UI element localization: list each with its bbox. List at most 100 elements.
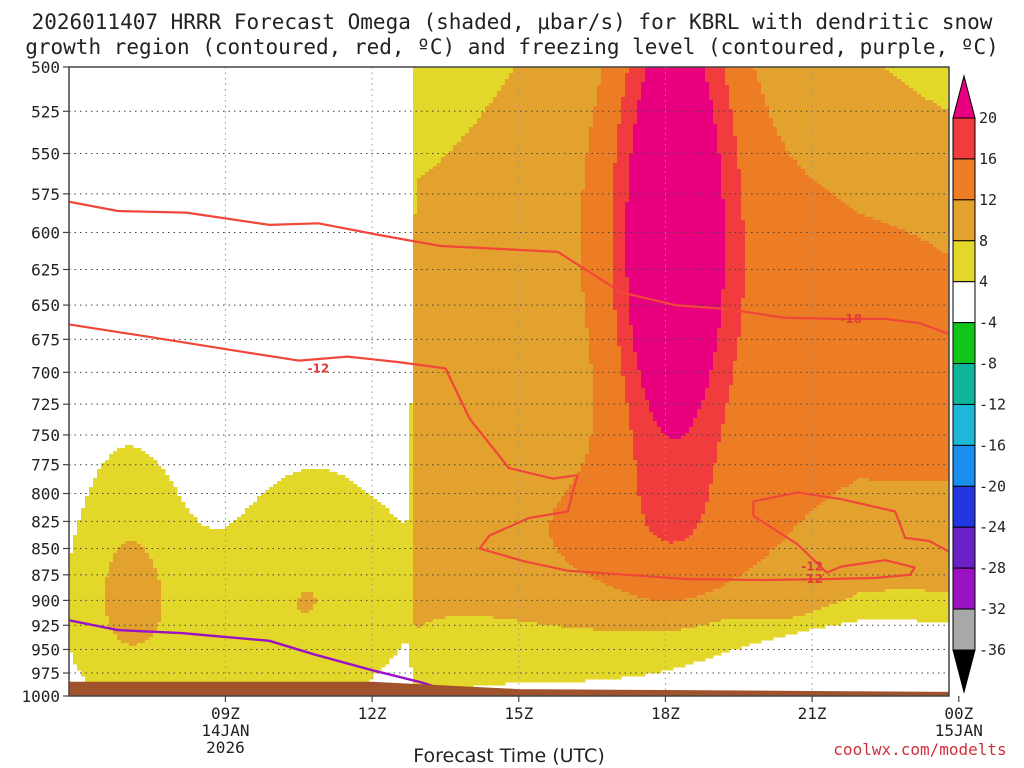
- omega-cell: [113, 565, 118, 569]
- omega-cell: [321, 556, 326, 560]
- omega-cell: [349, 499, 354, 503]
- omega-cell: [281, 631, 286, 635]
- omega-cell: [69, 646, 74, 650]
- omega-cell: [313, 649, 318, 653]
- omega-cell: [305, 631, 310, 635]
- omega-cell: [89, 556, 94, 560]
- omega-cell: [165, 487, 170, 491]
- omega-cell: [313, 505, 318, 509]
- omega-cell: [197, 661, 202, 665]
- omega-cell: [349, 514, 354, 518]
- omega-cell: [249, 601, 254, 605]
- omega-cell: [125, 520, 130, 524]
- omega-cell: [297, 640, 302, 644]
- omega-cell: [77, 622, 82, 626]
- omega-cell: [177, 550, 182, 554]
- omega-cell: [297, 559, 302, 563]
- omega-cell: [221, 679, 226, 683]
- omega-cell: [281, 493, 286, 497]
- omega-cell: [241, 571, 246, 575]
- omega-cell: [233, 622, 238, 626]
- omega-cell: [309, 646, 314, 650]
- omega-cell: [281, 595, 286, 599]
- omega-cell: [305, 472, 310, 476]
- omega-cell: [241, 544, 246, 548]
- omega-cell: [77, 616, 82, 620]
- omega-cell: [165, 655, 170, 659]
- omega-cell: [185, 646, 190, 650]
- omega-cell: [237, 676, 242, 680]
- omega-cell: [353, 595, 358, 599]
- omega-cell: [177, 589, 182, 593]
- omega-cell: [117, 496, 122, 500]
- omega-cell: [125, 457, 130, 461]
- omega-cell: [325, 658, 330, 662]
- omega-cell: [161, 535, 166, 539]
- omega-cell: [117, 559, 122, 563]
- omega-cell: [253, 616, 258, 620]
- omega-cell: [197, 643, 202, 647]
- omega-cell: [149, 619, 154, 623]
- omega-cell: [185, 610, 190, 614]
- omega-cell: [301, 514, 306, 518]
- omega-cell: [285, 550, 290, 554]
- omega-cell: [313, 673, 318, 677]
- omega-cell: [305, 538, 310, 542]
- omega-cell: [129, 625, 134, 629]
- omega-cell: [165, 670, 170, 674]
- omega-cell: [277, 673, 282, 677]
- omega-cell: [169, 544, 174, 548]
- omega-cell: [321, 598, 326, 602]
- omega-cell: [281, 664, 286, 668]
- omega-cell: [353, 508, 358, 512]
- omega-cell: [89, 619, 94, 623]
- omega-cell: [185, 544, 190, 548]
- omega-cell: [245, 553, 250, 557]
- omega-cell: [337, 634, 342, 638]
- omega-cell: [97, 640, 102, 644]
- omega-cell: [341, 535, 346, 539]
- omega-cell: [113, 550, 118, 554]
- omega-cell: [305, 610, 310, 614]
- omega-cell: [157, 583, 162, 587]
- omega-cell: [249, 538, 254, 542]
- omega-cell: [337, 526, 342, 530]
- omega-cell: [253, 523, 258, 527]
- omega-cell: [145, 646, 150, 650]
- omega-cell: [273, 571, 278, 575]
- omega-cell: [93, 655, 98, 659]
- omega-cell: [93, 547, 98, 551]
- omega-cell: [337, 598, 342, 602]
- omega-cell: [149, 610, 154, 614]
- omega-cell: [273, 649, 278, 653]
- omega-cell: [357, 502, 362, 506]
- omega-cell: [129, 655, 134, 659]
- omega-cell: [181, 544, 186, 548]
- omega-cell: [285, 595, 290, 599]
- omega-cell: [157, 649, 162, 653]
- omega-cell: [213, 676, 218, 680]
- omega-cell: [121, 622, 126, 626]
- omega-cell: [269, 667, 274, 671]
- omega-cell: [249, 631, 254, 635]
- omega-cell: [121, 520, 126, 524]
- omega-cell: [173, 652, 178, 656]
- omega-cell: [145, 649, 150, 653]
- omega-cell: [165, 676, 170, 680]
- omega-cell: [301, 505, 306, 509]
- omega-cell: [301, 475, 306, 479]
- omega-cell: [289, 475, 294, 479]
- omega-cell: [105, 523, 110, 527]
- omega-cell: [321, 601, 326, 605]
- omega-cell: [113, 481, 118, 485]
- omega-cell: [133, 601, 138, 605]
- omega-cell: [333, 499, 338, 503]
- omega-cell: [129, 640, 134, 644]
- omega-cell: [201, 664, 206, 668]
- omega-cell: [249, 652, 254, 656]
- omega-cell: [285, 571, 290, 575]
- omega-cell: [293, 628, 298, 632]
- omega-cell: [93, 499, 98, 503]
- omega-cell: [121, 487, 126, 491]
- omega-cell: [165, 649, 170, 653]
